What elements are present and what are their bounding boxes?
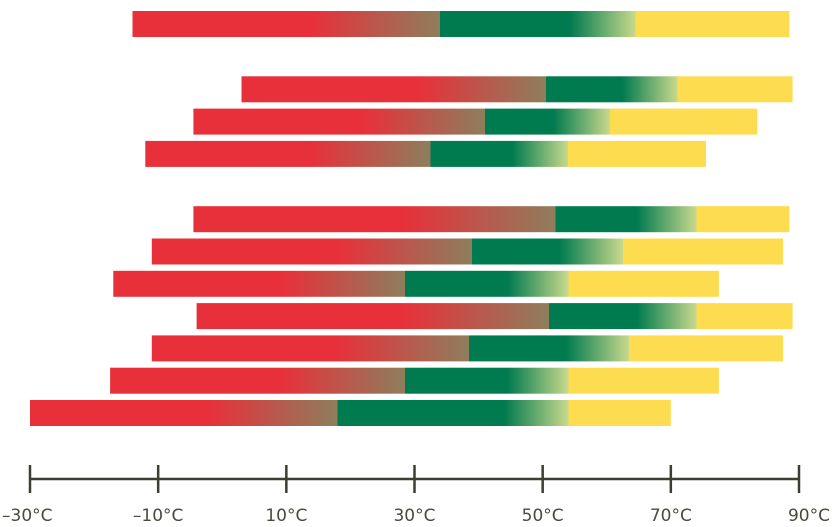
range-bar-2-1 — [241, 76, 793, 103]
range-bar-3-5 — [151, 335, 784, 362]
range-bar-3-7 — [30, 400, 671, 426]
x-tick-label-1: –10°C — [133, 506, 184, 526]
x-tick-label-6: 90°C — [788, 506, 830, 526]
range-bar-2-2 — [193, 108, 758, 135]
x-tick-label-0: –30°C — [2, 506, 53, 526]
bars-layer — [30, 11, 793, 426]
range-bar-3-1 — [193, 206, 790, 233]
range-bar-2-3 — [145, 140, 707, 167]
x-tick-label-2: 10°C — [265, 506, 307, 526]
range-bar-1-1 — [132, 11, 790, 37]
x-tick-label-3: 30°C — [393, 506, 435, 526]
x-axis: –30°C –10°C 10°C 30°C 50°C 70°C 90°C — [2, 465, 830, 526]
range-bar-3-3 — [113, 270, 719, 297]
range-bar-3-6 — [110, 367, 719, 394]
x-tick-label-5: 70°C — [650, 506, 692, 526]
x-tick-label-4: 50°C — [522, 506, 564, 526]
range-bar-3-2 — [151, 238, 784, 265]
range-bar-3-4 — [196, 303, 793, 330]
